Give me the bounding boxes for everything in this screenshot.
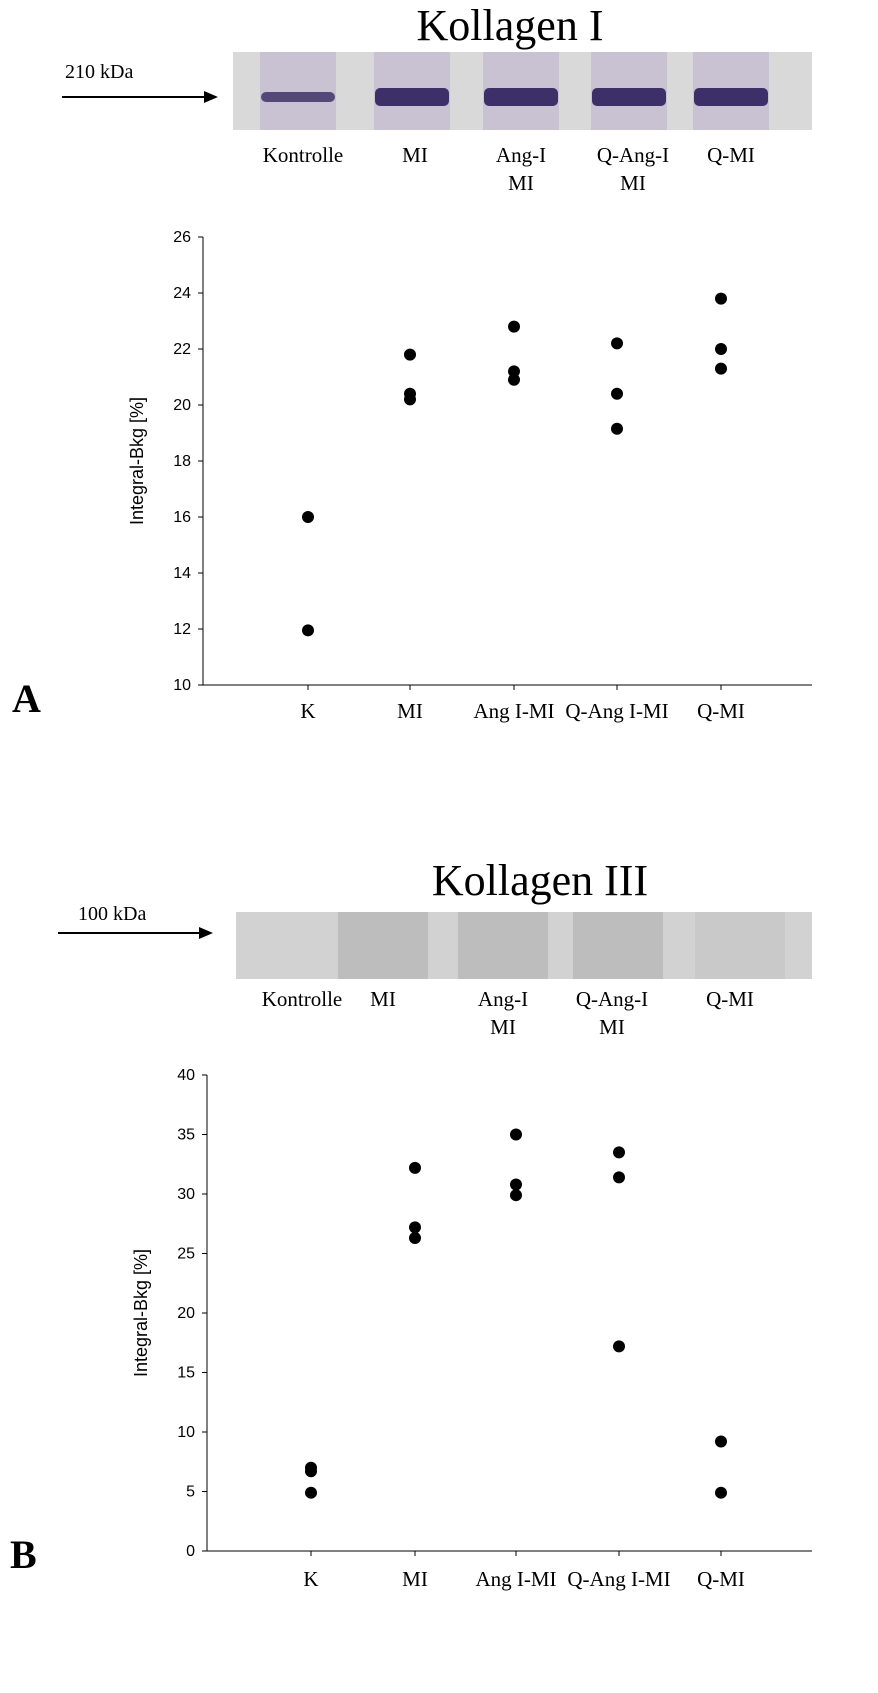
marker-label: 100 kDa [78, 903, 146, 925]
y-tick-label: 26 [173, 229, 191, 246]
y-tick-label: 12 [173, 621, 191, 638]
data-point [715, 363, 727, 375]
data-point [715, 343, 727, 355]
lane-label: MI [490, 1015, 516, 1039]
lane-label: Q-MI [707, 143, 755, 167]
panel-label: A [12, 676, 41, 721]
data-point [613, 1146, 625, 1158]
lane-label: Ang-I [478, 987, 528, 1011]
x-tick-label: MI [402, 1567, 428, 1591]
lane-label: Q-MI [706, 987, 754, 1011]
y-tick-label: 14 [173, 565, 191, 582]
y-tick-label: 24 [173, 285, 191, 302]
lane-label: MI [370, 987, 396, 1011]
y-tick-label: 20 [173, 397, 191, 414]
blot-title: Kollagen III [432, 856, 648, 905]
data-point [510, 1189, 522, 1201]
y-tick-label: 16 [173, 509, 191, 526]
data-point [409, 1232, 421, 1244]
lane [260, 52, 336, 130]
y-axis-label: Integral-Bkg [%] [131, 1249, 151, 1377]
data-point [510, 1178, 522, 1190]
y-tick-label: 5 [186, 1484, 195, 1501]
data-point [611, 337, 623, 349]
band [484, 88, 558, 106]
x-tick-label: K [303, 1567, 318, 1591]
data-point [508, 321, 520, 333]
blot-title: Kollagen I [417, 1, 604, 50]
data-point [715, 1436, 727, 1448]
data-point [715, 293, 727, 305]
x-tick-label: MI [397, 699, 423, 723]
y-tick-label: 30 [177, 1186, 195, 1203]
marker-label: 210 kDa [65, 61, 133, 83]
lane-label: Kontrolle [263, 143, 343, 167]
data-point [404, 393, 416, 405]
y-tick-label: 10 [173, 677, 191, 694]
y-axis-label: Integral-Bkg [%] [127, 397, 147, 525]
data-point [613, 1340, 625, 1352]
data-point [409, 1162, 421, 1174]
y-tick-label: 25 [177, 1246, 195, 1263]
band [694, 88, 768, 106]
x-tick-label: Ang I-MI [475, 1567, 556, 1591]
data-point [404, 349, 416, 361]
lane [338, 912, 428, 979]
data-point [613, 1171, 625, 1183]
y-tick-label: 15 [177, 1365, 195, 1382]
lane-label: MI [508, 171, 534, 195]
lane [458, 912, 548, 979]
data-point [611, 423, 623, 435]
data-point [302, 624, 314, 636]
data-point [508, 374, 520, 386]
lane-label: MI [402, 143, 428, 167]
y-tick-label: 18 [173, 453, 191, 470]
data-point [305, 1487, 317, 1499]
y-tick-label: 0 [186, 1543, 195, 1560]
band [375, 88, 449, 106]
y-tick-label: 35 [177, 1127, 195, 1144]
figure: Kollagen I 210 kDa Kontrolle MI Ang-I MI Q-Ang… [0, 0, 878, 1693]
lane-label: Q-Ang-I [576, 987, 648, 1011]
arrow-head [199, 927, 213, 939]
x-tick-label: Q-Ang I-MI [567, 1567, 670, 1591]
y-tick-label: 20 [177, 1305, 195, 1322]
x-tick-label: Ang I-MI [473, 699, 554, 723]
data-point [302, 511, 314, 523]
lane-label: Kontrolle [262, 987, 342, 1011]
lane-label: Ang-I [496, 143, 546, 167]
data-point [611, 388, 623, 400]
y-tick-label: 22 [173, 341, 191, 358]
data-point [409, 1221, 421, 1233]
x-tick-label: Q-Ang I-MI [565, 699, 668, 723]
band [592, 88, 666, 106]
lane-label: Q-Ang-I [597, 143, 669, 167]
panel-label: B [10, 1532, 37, 1577]
data-point [715, 1487, 727, 1499]
x-tick-label: Q-MI [697, 1567, 745, 1591]
lane-label: MI [599, 1015, 625, 1039]
lane [695, 912, 785, 979]
band [261, 92, 335, 102]
data-point [305, 1465, 317, 1477]
lane [573, 912, 663, 979]
x-tick-label: Q-MI [697, 699, 745, 723]
y-tick-label: 40 [177, 1067, 195, 1084]
y-tick-label: 10 [177, 1424, 195, 1441]
x-tick-label: K [300, 699, 315, 723]
arrow-head [204, 91, 218, 103]
data-point [510, 1129, 522, 1141]
lane-label: MI [620, 171, 646, 195]
